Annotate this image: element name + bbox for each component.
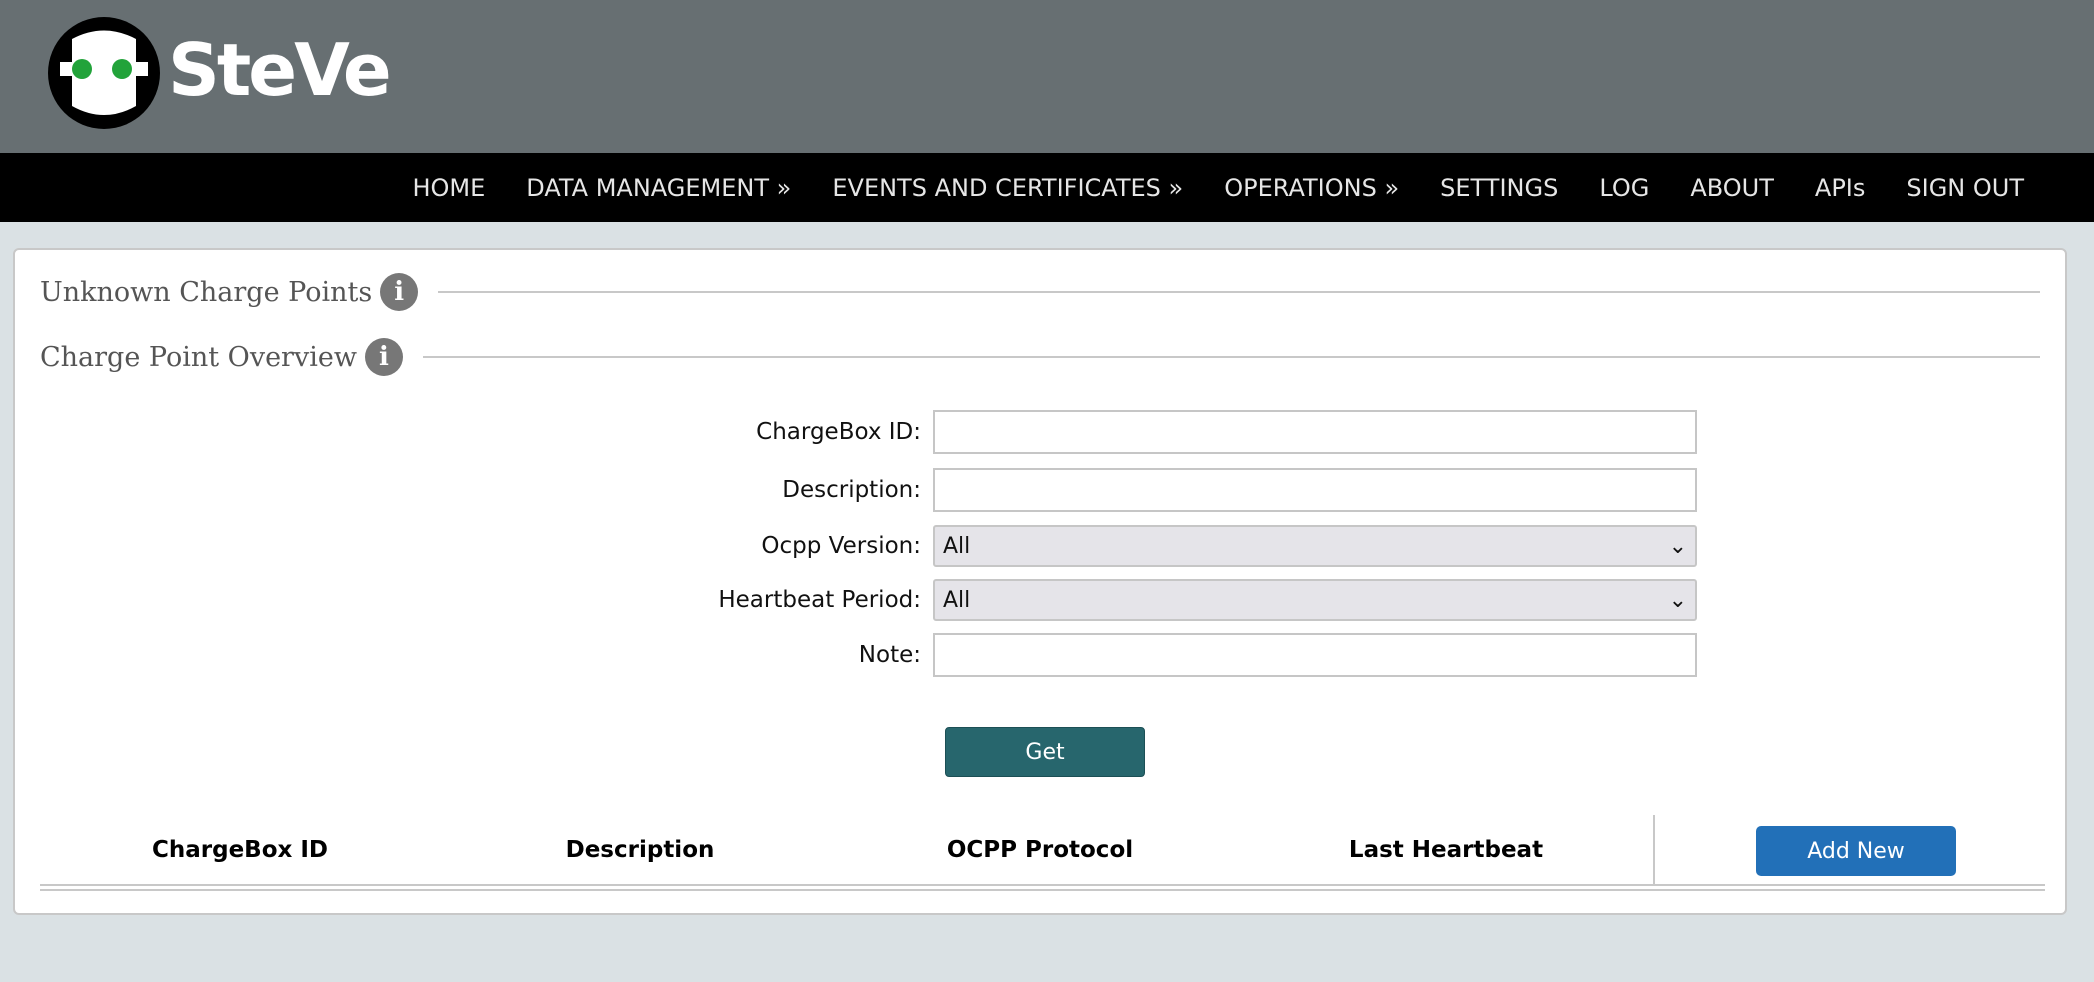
divider <box>422 356 2040 358</box>
chargebox-id-label: ChargeBox ID: <box>756 419 921 445</box>
chargebox-id-row: ChargeBox ID: <box>15 410 1725 454</box>
nav-data-management[interactable]: DATA MANAGEMENT » <box>526 173 792 202</box>
column-description[interactable]: Description <box>565 837 715 863</box>
main-nav: HOME DATA MANAGEMENT » EVENTS AND CERTIF… <box>0 153 2094 222</box>
get-button[interactable]: Get <box>945 727 1145 777</box>
ocpp-version-label: Ocpp Version: <box>761 533 921 559</box>
nav-home[interactable]: HOME <box>412 173 486 202</box>
unknown-charge-points-section: Unknown Charge Points i <box>40 273 2040 311</box>
header-border <box>40 884 2045 886</box>
column-last-heartbeat[interactable]: Last Heartbeat <box>1348 837 1544 863</box>
add-new-button[interactable]: Add New <box>1756 826 1956 876</box>
heartbeat-period-label: Heartbeat Period: <box>718 587 921 613</box>
chargebox-id-input[interactable] <box>933 410 1697 454</box>
brand-name: SteVe <box>168 28 392 112</box>
note-row: Note: <box>15 633 1725 677</box>
site-header: SteVe <box>0 0 2094 153</box>
steve-logo-icon[interactable] <box>42 14 166 132</box>
heartbeat-period-value: All <box>943 587 971 613</box>
nav-sign-out[interactable]: SIGN OUT <box>1906 173 2024 202</box>
nav-log[interactable]: LOG <box>1599 173 1650 202</box>
description-row: Description: <box>15 468 1725 512</box>
nav-apis[interactable]: APIs <box>1814 173 1866 202</box>
heartbeat-period-row: Heartbeat Period: All ⌄ <box>15 579 1725 621</box>
info-icon[interactable]: i <box>380 273 419 311</box>
divider <box>438 291 2040 293</box>
ocpp-version-value: All <box>943 533 971 559</box>
nav-settings[interactable]: SETTINGS <box>1440 173 1559 202</box>
nav-operations[interactable]: OPERATIONS » <box>1224 173 1400 202</box>
ocpp-version-row: Ocpp Version: All ⌄ <box>15 525 1725 567</box>
column-divider <box>1653 815 1655 885</box>
nav-about[interactable]: ABOUT <box>1690 173 1774 202</box>
description-input[interactable] <box>933 468 1697 512</box>
heartbeat-period-select[interactable]: All ⌄ <box>933 579 1697 621</box>
chevron-down-icon: ⌄ <box>1668 587 1687 613</box>
note-input[interactable] <box>933 633 1697 677</box>
chevron-down-icon: ⌄ <box>1668 533 1687 559</box>
ocpp-version-select[interactable]: All ⌄ <box>933 525 1697 567</box>
section-title[interactable]: Unknown Charge Points <box>40 276 373 308</box>
column-chargebox-id[interactable]: ChargeBox ID <box>151 837 328 863</box>
info-icon[interactable]: i <box>364 338 403 376</box>
description-label: Description: <box>782 477 921 503</box>
nav-events-certificates[interactable]: EVENTS AND CERTIFICATES » <box>832 173 1184 202</box>
header-border <box>40 889 2045 891</box>
charge-point-overview-section: Charge Point Overview i <box>40 338 2040 376</box>
table-header: ChargeBox ID Description OCPP Protocol L… <box>40 815 2045 891</box>
section-title: Charge Point Overview <box>40 341 357 373</box>
content-panel: Unknown Charge Points i Charge Point Ove… <box>13 248 2067 915</box>
note-label: Note: <box>858 642 921 668</box>
column-ocpp-protocol[interactable]: OCPP Protocol <box>946 837 1134 863</box>
